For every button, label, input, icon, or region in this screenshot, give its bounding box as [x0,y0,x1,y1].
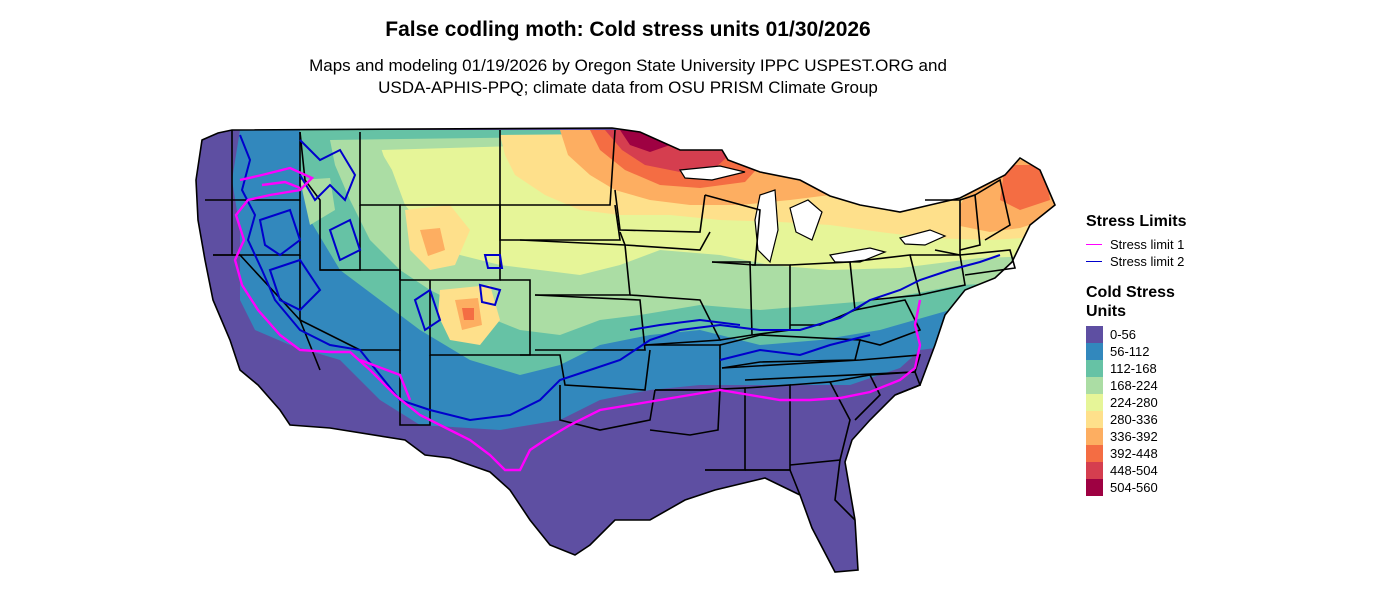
cold-stress-color-swatch [1086,445,1103,462]
state-borders [205,129,1017,521]
cold-stress-range-label: 448-504 [1110,463,1158,478]
stress-limits-legend: Stress Limits Stress limit 1 Stress limit… [1086,212,1186,270]
stress-limit-label: Stress limit 1 [1110,237,1185,252]
cold-stress-legend-item: 336-392 [1086,428,1216,445]
cold-stress-legend-item: 504-560 [1086,479,1216,496]
stress-limit-line-swatch [1086,244,1102,245]
cold-stress-color-swatch [1086,428,1103,445]
stress-limits-legend-title: Stress Limits [1086,213,1187,230]
cold-stress-legend-item: 392-448 [1086,445,1216,462]
great-lakes [678,165,947,264]
cold-stress-legend-title: Cold Stress Units [1086,283,1216,321]
cold-stress-color-swatch [1086,462,1103,479]
cold-stress-legend-item: 112-168 [1086,360,1216,377]
cold-stress-color-swatch [1086,411,1103,428]
us-outline [195,127,1056,573]
cold-stress-legend-item: 448-504 [1086,462,1216,479]
subtitle-line-1: Maps and modeling 01/19/2026 by Oregon S… [309,56,947,75]
cold-stress-range-label: 392-448 [1110,446,1158,461]
subtitle-line-2: USDA-APHIS-PPQ; climate data from OSU PR… [378,78,878,97]
cold-stress-legend: Cold Stress Units 0-56 56-112 112-168 168-2… [1086,283,1216,496]
cold-stress-color-swatch [1086,343,1103,360]
cold-stress-legend-item: 56-112 [1086,343,1216,360]
cold-stress-legend-title-line-1: Cold Stress [1086,284,1175,301]
cold-stress-range-label: 336-392 [1110,429,1158,444]
map-subtitle: Maps and modeling 01/19/2026 by Oregon S… [0,55,1256,99]
stress-limit-legend-item: Stress limit 2 [1086,253,1186,270]
cold-stress-color-swatch [1086,394,1103,411]
cold-stress-legend-title-line-2: Units [1086,303,1126,320]
cold-stress-color-swatch [1086,479,1103,496]
cold-stress-range-label: 224-280 [1110,395,1158,410]
cold-stress-legend-items: 0-56 56-112 112-168 168-224 224-280 280-336 33… [1086,326,1216,496]
cold-stress-legend-item: 0-56 [1086,326,1216,343]
cold-stress-color-swatch [1086,326,1103,343]
stress-limit-label: Stress limit 2 [1110,254,1185,269]
cold-stress-range-label: 280-336 [1110,412,1158,427]
cold-stress-range-label: 56-112 [1110,344,1150,359]
cold-stress-legend-item: 224-280 [1086,394,1216,411]
cold-stress-range-label: 0-56 [1110,327,1137,342]
cold-stress-range-label: 168-224 [1110,378,1158,393]
cold-stress-legend-item: 280-336 [1086,411,1216,428]
cold-stress-range-label: 112-168 [1110,361,1157,376]
stress-limit-line-swatch [1086,261,1102,262]
stress-limits-legend-items: Stress limit 1 Stress limit 2 [1086,236,1186,270]
cold-stress-color-swatch [1086,360,1103,377]
cold-stress-legend-item: 168-224 [1086,377,1216,394]
stress-limit-2-contours [239,134,1001,422]
cold-stress-range-label: 504-560 [1110,480,1158,495]
cold-stress-color-swatch [1086,377,1103,394]
stress-limit-legend-item: Stress limit 1 [1086,236,1186,253]
map-title: False codling moth: Cold stress units 01… [385,18,871,41]
stress-limit-1-contours [233,166,922,472]
